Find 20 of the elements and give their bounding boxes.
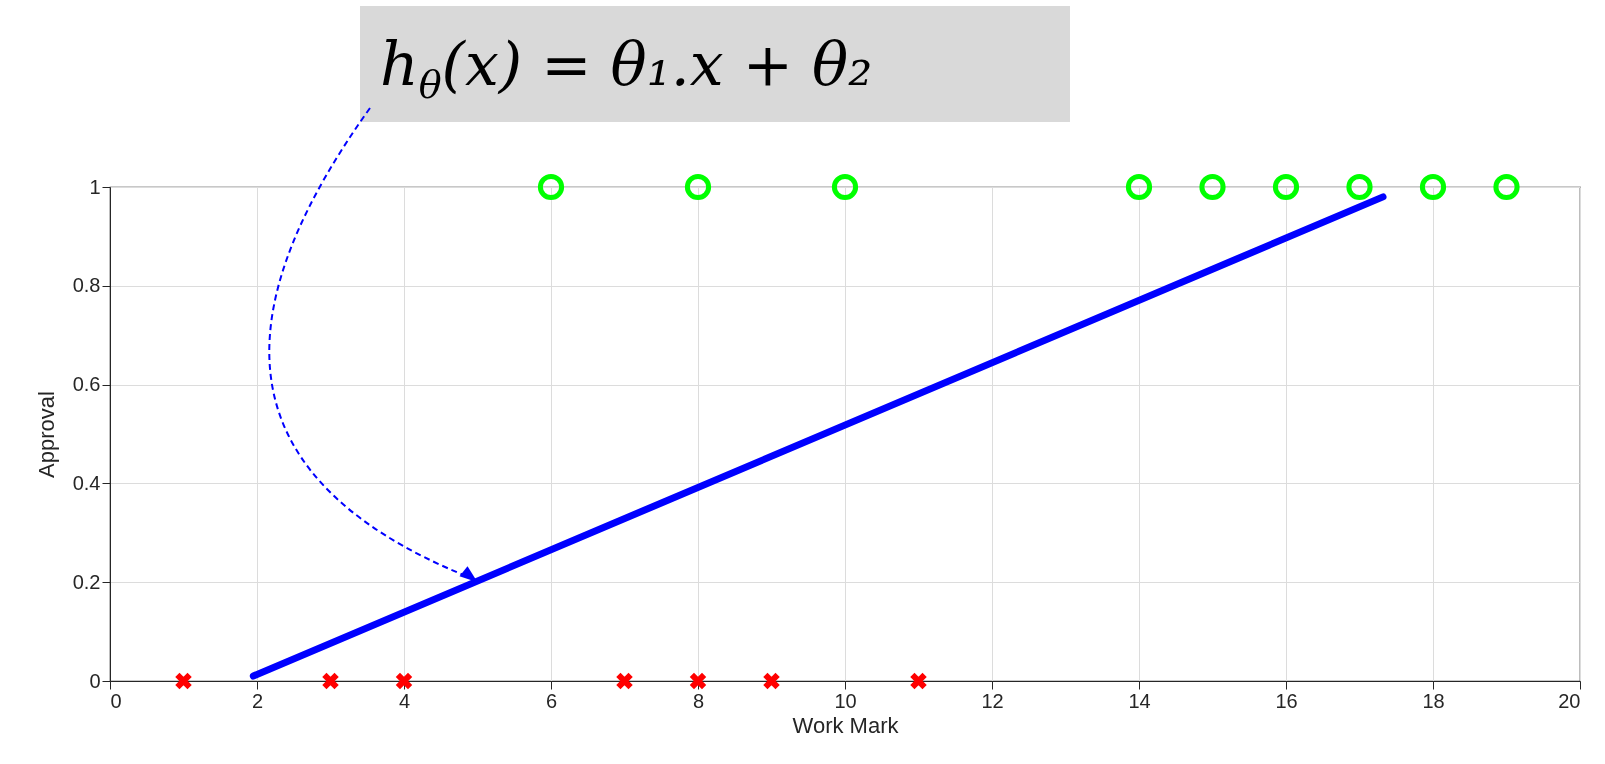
y-tick-label: 0 <box>89 669 101 692</box>
y-tick-label: 1 <box>89 175 101 198</box>
x-axis-title: Work Mark <box>792 712 900 738</box>
x-tick-label: 16 <box>1275 689 1298 712</box>
x-tick-label: 6 <box>545 689 558 712</box>
y-tick-label: 0.4 <box>72 471 101 494</box>
x-tick-label: 2 <box>251 689 264 712</box>
x-tick-label: 20 <box>1558 689 1581 712</box>
x-tick-label: 10 <box>834 689 857 712</box>
x-tick-label: 12 <box>981 689 1004 712</box>
x-tick-label: 18 <box>1422 689 1445 712</box>
y-axis-title: Approval <box>33 391 59 478</box>
y-tick-label: 0.6 <box>72 373 101 396</box>
x-tick-label: 4 <box>398 689 411 712</box>
x-tick-label: 0 <box>110 689 122 712</box>
x-tick-label: 14 <box>1128 689 1151 712</box>
x-tick-label: 8 <box>692 689 705 712</box>
y-tick-label: 0.8 <box>72 274 101 297</box>
annotation: h$_{θ}$(x) = θ₁.x + θ₂ <box>360 6 1070 122</box>
y-tick-label: 0.2 <box>72 570 101 593</box>
